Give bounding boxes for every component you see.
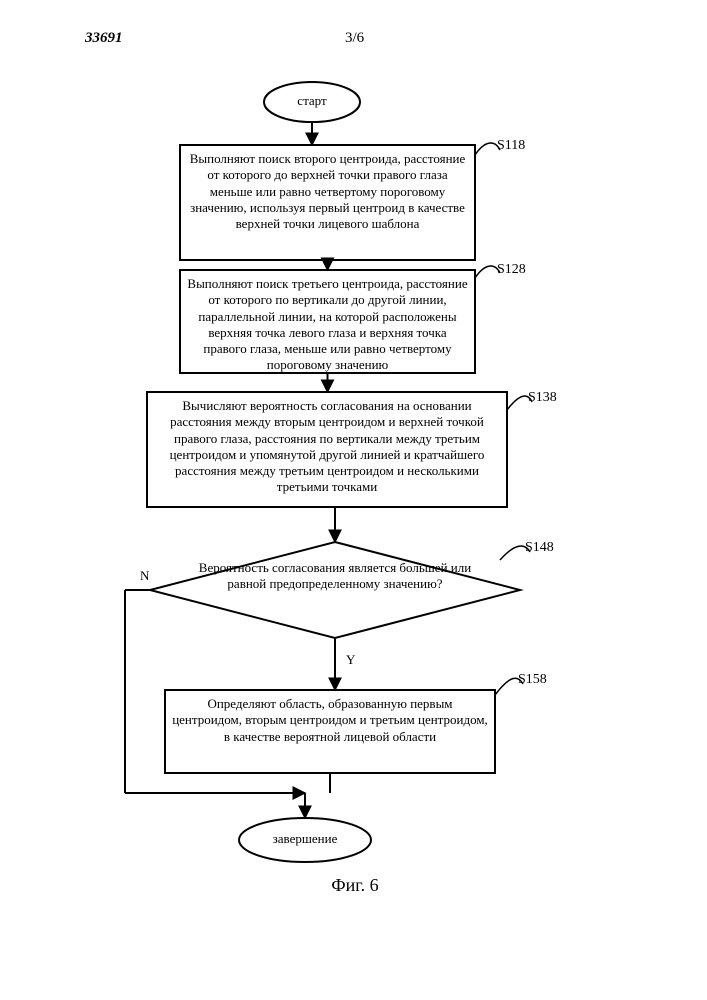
start-terminal-label: старт: [264, 93, 360, 109]
step-s138-text: Вычисляют вероятность согласования на ос…: [153, 398, 501, 501]
step-s148-label: S148: [525, 540, 554, 556]
step-s148-text: Вероятность согласования является больше…: [195, 560, 475, 593]
step-s158-label: S158: [518, 672, 547, 688]
step-s118-text: Выполняют поиск второго центроида, расст…: [186, 151, 469, 254]
branch-no-label: N: [140, 568, 149, 584]
step-s158-text: Определяют область, образованную первым …: [171, 696, 489, 767]
step-s118-label: S118: [497, 138, 525, 154]
step-s128-text: Выполняют поиск третьего центроида, расс…: [186, 276, 469, 367]
step-s138-label: S138: [528, 390, 557, 406]
step-s128-label: S128: [497, 262, 526, 278]
branch-yes-label: Y: [346, 652, 355, 668]
figure-caption: Фиг. 6: [280, 875, 430, 896]
page: 33691 3/6 старт завершение Выполняют пои…: [0, 0, 707, 1000]
end-terminal-label: завершение: [239, 831, 371, 847]
